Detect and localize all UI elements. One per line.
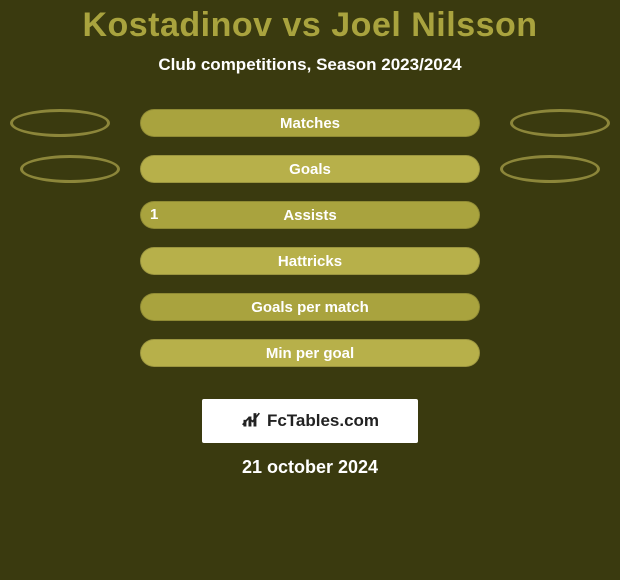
source-badge: FcTables.com xyxy=(202,399,418,443)
stat-bar: Assists xyxy=(140,201,480,229)
stat-rows: MatchesGoalsAssists1HattricksGoals per m… xyxy=(0,109,620,385)
chart-icon xyxy=(241,409,261,434)
left-value-oval xyxy=(10,109,110,137)
source-badge-text: FcTables.com xyxy=(267,411,379,431)
right-value-oval xyxy=(500,155,600,183)
stat-bar: Goals per match xyxy=(140,293,480,321)
stat-bar: Hattricks xyxy=(140,247,480,275)
stat-row: Min per goal xyxy=(0,339,620,385)
subtitle: Club competitions, Season 2023/2024 xyxy=(0,55,620,75)
comparison-card: Kostadinov vs Joel Nilsson Club competit… xyxy=(0,0,620,580)
stat-row: Goals per match xyxy=(0,293,620,339)
stat-left-value: 1 xyxy=(150,201,158,229)
left-value-oval xyxy=(20,155,120,183)
stat-bar: Matches xyxy=(140,109,480,137)
stat-bar: Min per goal xyxy=(140,339,480,367)
stat-bar: Goals xyxy=(140,155,480,183)
stat-row: Goals xyxy=(0,155,620,201)
page-title: Kostadinov vs Joel Nilsson xyxy=(0,6,620,45)
stat-row: Assists1 xyxy=(0,201,620,247)
stat-row: Hattricks xyxy=(0,247,620,293)
stat-row: Matches xyxy=(0,109,620,155)
date-label: 21 october 2024 xyxy=(0,457,620,478)
right-value-oval xyxy=(510,109,610,137)
